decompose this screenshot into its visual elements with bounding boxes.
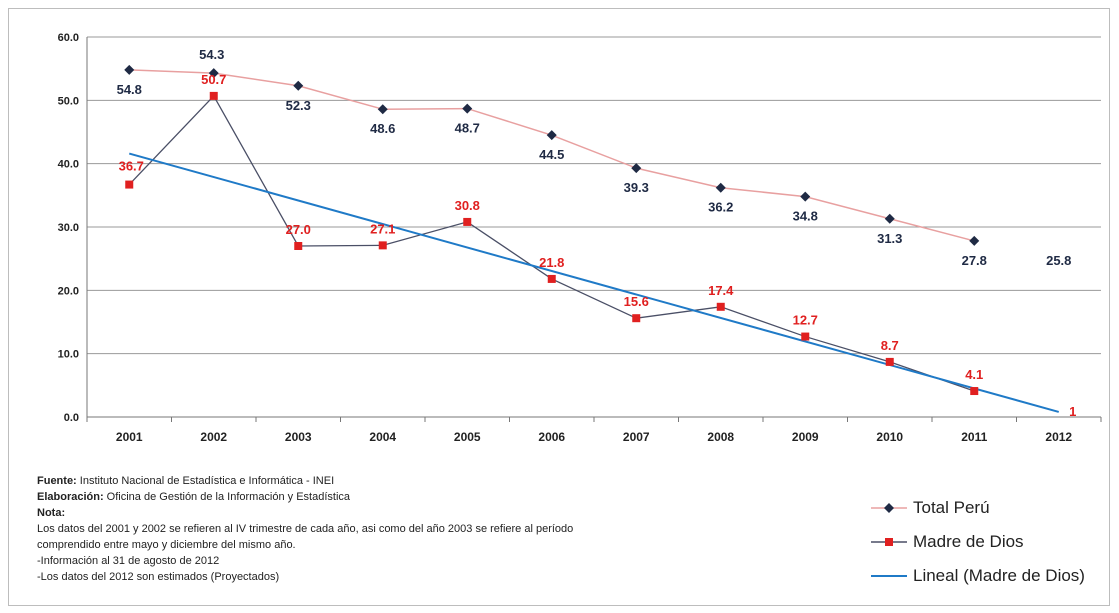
y-tick-label-2: 20.0 — [58, 285, 79, 297]
legend-item-madre-de-dios: Madre de Dios — [869, 525, 1085, 559]
data-label-total-peru-2006: 44.5 — [539, 147, 564, 162]
data-label-madre-de-dios-2007: 15.6 — [624, 294, 649, 309]
line-chart: 0.0 10.0 20.0 30.0 40.0 50.0 60.0 2001 2002 2003 2… — [58, 32, 1102, 444]
point-total-peru-2008 — [715, 182, 726, 193]
series-trendline-madre-de-dios — [128, 152, 1060, 413]
x-tick-label-2009: 2009 — [792, 430, 819, 444]
y-tick-label-6: 60.0 — [58, 32, 79, 44]
legend-item-lineal: Lineal (Madre de Dios) — [869, 559, 1085, 593]
data-label-total-peru-2007: 39.3 — [624, 180, 649, 195]
x-tick-label-2003: 2003 — [285, 430, 312, 444]
data-label-madre-de-dios-2002: 50.7 — [201, 72, 226, 87]
data-label-madre-de-dios-2009: 12.7 — [793, 313, 818, 328]
data-label-total-peru-2009: 34.8 — [793, 209, 818, 224]
note-line-1: Los datos del 2001 y 2002 se refieren al… — [37, 523, 574, 535]
legend-item-total-peru: Total Perú — [869, 491, 1085, 525]
x-tick-label-2002: 2002 — [200, 430, 227, 444]
elaboration-label: Elaboración: — [37, 491, 104, 503]
data-label-madre-de-dios-2001: 36.7 — [119, 159, 144, 174]
legend-label-total-peru: Total Perú — [913, 498, 990, 517]
legend-swatch-total-peru — [871, 503, 907, 513]
point-total-peru-2009 — [800, 191, 811, 202]
legend-swatch-lineal — [871, 575, 907, 577]
data-label-total-peru-2002: 54.3 — [199, 47, 224, 62]
data-label-total-peru-2012: 25.8 — [1046, 253, 1071, 268]
x-tick-label-2001: 2001 — [116, 430, 143, 444]
elaboration-line: Elaboración: Oficina de Gestión de la In… — [37, 489, 573, 505]
elaboration-text: Oficina de Gestión de la Información y E… — [103, 491, 351, 503]
data-label-madre-de-dios-2011: 4.1 — [965, 367, 983, 382]
x-tick-label-2010: 2010 — [876, 430, 903, 444]
point-total-peru-2011 — [969, 235, 980, 246]
legend-swatch-madre-de-dios — [871, 538, 907, 546]
data-label-madre-de-dios-2004: 27.1 — [370, 221, 395, 236]
chart-notes: Fuente: Instituto Nacional de Estadístic… — [37, 473, 573, 585]
data-label-total-peru-2005: 48.7 — [455, 121, 480, 136]
data-label-total-peru-2004: 48.6 — [370, 121, 395, 136]
point-madre-de-dios-2005 — [463, 217, 472, 226]
point-madre-de-dios-2010 — [885, 357, 894, 366]
point-madre-de-dios-2002 — [209, 91, 218, 100]
point-total-peru-2010 — [884, 213, 895, 224]
data-label-total-peru-2003: 52.3 — [286, 98, 311, 113]
point-madre-de-dios-2007 — [632, 314, 641, 323]
data-label-madre-de-dios-2006: 21.8 — [539, 255, 564, 270]
point-madre-de-dios-2001 — [125, 180, 134, 189]
point-madre-de-dios-2003 — [294, 242, 303, 250]
legend-label-lineal: Lineal (Madre de Dios) — [913, 566, 1085, 585]
point-madre-de-dios-2011 — [970, 387, 979, 396]
point-total-peru-2006 — [546, 130, 557, 141]
x-tick-label-2008: 2008 — [707, 430, 734, 444]
point-madre-de-dios-2006 — [547, 274, 556, 283]
note-label: Nota: — [37, 507, 66, 519]
point-total-peru-2002 — [208, 68, 219, 79]
data-label-madre-de-dios-2010: 8.7 — [881, 338, 899, 353]
y-tick-label-0: 0.0 — [64, 412, 79, 424]
x-tick-label-2012: 2012 — [1045, 430, 1072, 444]
legend-label-madre-de-dios: Madre de Dios — [913, 532, 1024, 551]
point-total-peru-2001 — [124, 64, 135, 75]
source-label: Fuente: — [37, 475, 77, 487]
note-line-4: -Los datos del 2012 son estimados (Proye… — [37, 571, 280, 583]
note-line-2: comprendido entre mayo y diciembre del m… — [37, 539, 296, 551]
note-line-3: -Información al 31 de agosto de 2012 — [37, 555, 220, 567]
y-tick-label-1: 10.0 — [58, 349, 79, 361]
chart-legend: Total Perú Madre de Dios Lineal (Madre d… — [869, 491, 1085, 593]
data-label-madre-de-dios-2012: 1 — [1069, 404, 1076, 419]
x-tick-label-2004: 2004 — [369, 430, 396, 444]
x-tick-label-2007: 2007 — [623, 430, 650, 444]
data-label-madre-de-dios-2008: 17.4 — [708, 283, 734, 298]
y-tick-label-5: 50.0 — [58, 95, 79, 107]
y-tick-label-3: 30.0 — [58, 222, 79, 234]
point-madre-de-dios-2008 — [716, 302, 725, 311]
data-label-total-peru-2010: 31.3 — [877, 231, 902, 246]
point-total-peru-2003 — [293, 80, 304, 91]
data-label-madre-de-dios-2003: 27.0 — [286, 222, 311, 237]
x-tick-label-2006: 2006 — [538, 430, 565, 444]
x-tick-label-2011: 2011 — [961, 430, 987, 444]
source-text: Instituto Nacional de Estadística e Info… — [76, 475, 335, 487]
series-line-madre-de-dios — [128, 94, 975, 392]
data-label-madre-de-dios-2005: 30.8 — [455, 198, 480, 213]
point-total-peru-2007 — [631, 163, 642, 174]
x-tick-label-2005: 2005 — [454, 430, 481, 444]
source-line: Fuente: Instituto Nacional de Estadístic… — [37, 473, 573, 489]
data-label-total-peru-2008: 36.2 — [708, 200, 733, 215]
point-total-peru-2005 — [462, 103, 473, 114]
chart-frame: 0.0 10.0 20.0 30.0 40.0 50.0 60.0 2001 2002 2003 2… — [8, 8, 1110, 606]
y-tick-label-4: 40.0 — [58, 159, 79, 171]
point-madre-de-dios-2009 — [801, 332, 810, 341]
data-label-total-peru-2001: 54.8 — [117, 82, 142, 97]
point-madre-de-dios-2004 — [378, 241, 387, 250]
point-total-peru-2004 — [377, 104, 388, 115]
data-label-total-peru-2011: 27.8 — [962, 253, 987, 268]
